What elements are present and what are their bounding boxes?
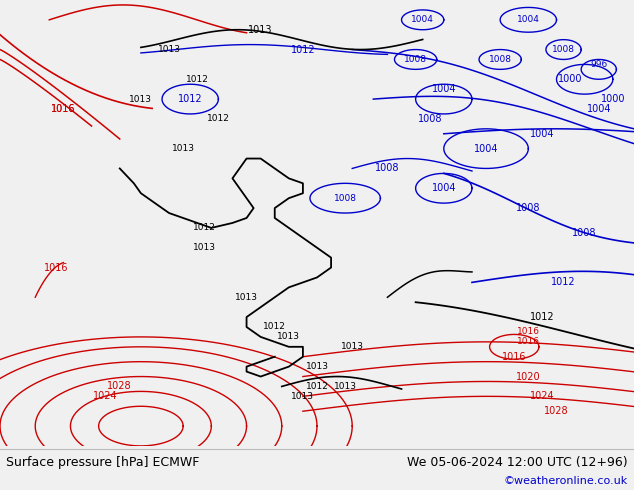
Text: ©weatheronline.co.uk: ©weatheronline.co.uk (503, 476, 628, 487)
Text: 1008: 1008 (552, 45, 575, 54)
Text: 1013: 1013 (249, 24, 273, 35)
Text: 1012: 1012 (207, 114, 230, 123)
Text: 1028: 1028 (107, 381, 132, 392)
Text: 1013: 1013 (333, 382, 357, 391)
Text: 1016: 1016 (51, 104, 75, 114)
Text: 1020: 1020 (516, 371, 541, 382)
Text: 1016: 1016 (517, 337, 540, 346)
Text: 1004: 1004 (517, 15, 540, 24)
Text: 1028: 1028 (544, 406, 569, 416)
Text: 1016: 1016 (502, 352, 526, 362)
Text: 1012: 1012 (263, 322, 286, 332)
Text: 1004: 1004 (474, 144, 498, 154)
Text: 1013: 1013 (129, 95, 152, 103)
Text: 1013: 1013 (158, 45, 181, 54)
Text: 1004: 1004 (411, 15, 434, 24)
Text: Surface pressure [hPa] ECMWF: Surface pressure [hPa] ECMWF (6, 456, 200, 469)
Text: 1013: 1013 (172, 144, 195, 153)
Text: 1013: 1013 (277, 332, 301, 342)
Text: 1008: 1008 (375, 164, 399, 173)
Text: 1016: 1016 (44, 263, 68, 272)
Text: 1024: 1024 (530, 392, 555, 401)
Text: 1013: 1013 (235, 293, 258, 302)
Text: We 05-06-2024 12:00 UTC (12+96): We 05-06-2024 12:00 UTC (12+96) (407, 456, 628, 469)
Text: 1004: 1004 (530, 129, 555, 139)
Text: 1008: 1008 (489, 55, 512, 64)
Text: 1000: 1000 (600, 94, 625, 104)
Text: 1013: 1013 (292, 392, 314, 401)
Text: 1013: 1013 (193, 243, 216, 252)
Text: 1013: 1013 (340, 343, 364, 351)
Text: 1024: 1024 (93, 392, 118, 401)
Text: 1012: 1012 (186, 75, 209, 84)
Text: 1012: 1012 (193, 223, 216, 232)
Text: 996: 996 (590, 60, 607, 69)
Text: 1013: 1013 (306, 362, 328, 371)
Text: 1012: 1012 (530, 312, 555, 322)
Text: 1008: 1008 (333, 194, 357, 203)
Text: 1016: 1016 (517, 327, 540, 337)
Text: 1012: 1012 (306, 382, 328, 391)
Text: 1008: 1008 (573, 228, 597, 238)
Text: 1016: 1016 (51, 104, 75, 114)
Text: 1004: 1004 (432, 183, 456, 193)
Text: 1008: 1008 (516, 203, 541, 213)
Text: 1008: 1008 (417, 114, 442, 124)
Text: 1012: 1012 (178, 94, 202, 104)
Text: 1012: 1012 (290, 45, 315, 54)
Text: 1000: 1000 (559, 74, 583, 84)
Text: 1008: 1008 (404, 55, 427, 64)
Text: 1004: 1004 (432, 84, 456, 94)
Text: 1012: 1012 (551, 277, 576, 288)
Text: 1004: 1004 (586, 104, 611, 114)
